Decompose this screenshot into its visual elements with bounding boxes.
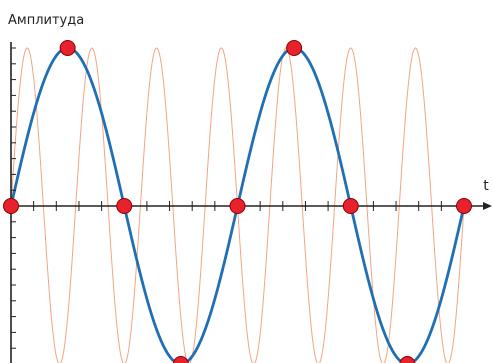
sample-point xyxy=(3,198,19,214)
sample-point xyxy=(342,198,359,214)
sample-point xyxy=(399,356,416,363)
sample-point xyxy=(59,40,76,56)
sample-point xyxy=(229,198,246,214)
sample-point xyxy=(456,198,472,214)
sample-point xyxy=(286,40,303,56)
x-axis-arrow xyxy=(483,202,492,210)
x-axis-label: t xyxy=(483,178,489,194)
sample-point xyxy=(172,356,189,363)
sample-point xyxy=(116,198,133,214)
axes-group xyxy=(10,42,492,363)
sample-points-group xyxy=(3,40,472,363)
y-axis-label: Амплитуда xyxy=(8,13,84,28)
